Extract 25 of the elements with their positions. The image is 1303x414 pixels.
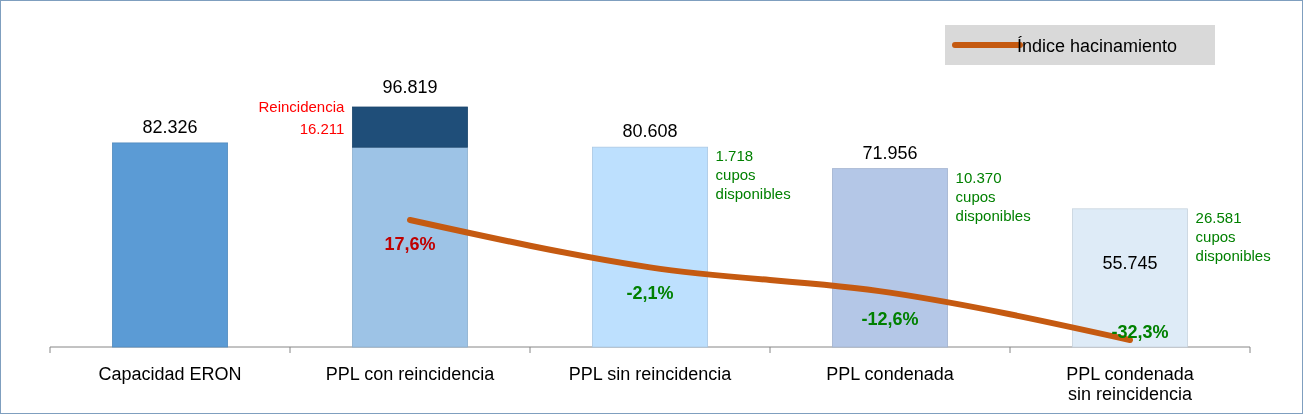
data-label: -12,6% [861, 308, 919, 329]
total-label: 96.819 [382, 77, 438, 97]
bar [352, 146, 468, 348]
bar [832, 168, 948, 348]
data-label: -2,1% [626, 283, 674, 304]
data-label: 71.956 [862, 142, 918, 163]
x-tick-label: PPL condenada sin reincidencia [1066, 364, 1195, 404]
bar [352, 106, 468, 148]
x-tick-label: PPL condenada [826, 364, 955, 384]
data-label: -32,3% [1111, 322, 1169, 343]
annotation: Reincidencia 16.211 [258, 98, 346, 137]
bar [592, 146, 708, 348]
annotation: 10.370 cupos disponibles [955, 168, 1031, 224]
data-label: 17,6% [384, 233, 436, 254]
bar [112, 142, 228, 348]
annotation: 26.581 cupos disponibles [1195, 208, 1271, 264]
x-tick-label: PPL con reincidencia [325, 364, 496, 384]
data-label: 82.326 [142, 116, 198, 137]
annotation: 1.718 cupos disponibles [715, 147, 791, 203]
bar [1072, 208, 1188, 348]
data-label: 55.745 [1102, 252, 1158, 273]
x-tick-label: Capacidad ERON [98, 364, 242, 384]
legend-label: Índice hacinamiento [1017, 36, 1178, 56]
data-label: 80.608 [622, 121, 678, 142]
x-tick-label: PPL sin reincidencia [568, 364, 733, 384]
